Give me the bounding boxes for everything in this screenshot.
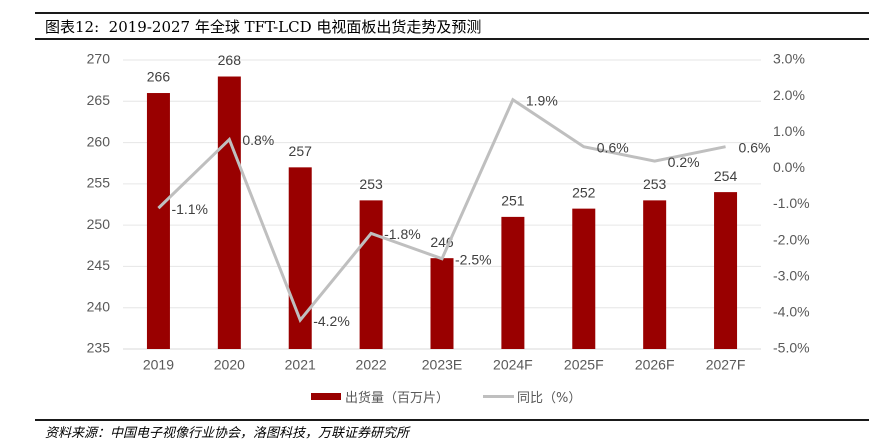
bar-data-label: 266 xyxy=(147,69,171,85)
y-right-tick-label: -4.0% xyxy=(773,304,810,320)
y-right-tick-label: 0.0% xyxy=(773,159,805,175)
bar xyxy=(430,258,454,349)
bar xyxy=(714,192,738,349)
x-tick-label: 2024F xyxy=(493,357,533,373)
legend-item-yoy[interactable]: 同比（%） xyxy=(483,387,581,406)
y-right-tick-label: 1.0% xyxy=(773,123,805,139)
x-tick-label: 2020 xyxy=(214,357,245,373)
y-left-tick-label: 265 xyxy=(87,92,111,108)
source-note: 资料来源：中国电子视像行业协会，洛图科技，万联证券研究所 xyxy=(45,426,410,441)
bar xyxy=(359,200,383,349)
y-right-tick-label: -1.0% xyxy=(773,195,810,211)
y-right-tick-label: -3.0% xyxy=(773,267,810,283)
line-data-label: -1.1% xyxy=(171,201,208,217)
bar xyxy=(572,208,596,349)
bar-series xyxy=(146,76,738,350)
y-left-tick-label: 270 xyxy=(87,51,111,67)
y-left-tick-label: 260 xyxy=(87,133,111,149)
x-tick-label: 2019 xyxy=(143,357,174,373)
bar xyxy=(643,200,667,349)
y-left-tick-label: 240 xyxy=(87,298,111,314)
y-right-tick-label: -5.0% xyxy=(773,340,810,356)
footer-rule xyxy=(35,419,869,421)
line-data-label: 1.9% xyxy=(526,92,558,108)
legend: 出货量（百万片） 同比（%） xyxy=(311,386,581,406)
y-left-tick-label: 250 xyxy=(87,216,111,232)
y-left-tick-label: 255 xyxy=(87,175,111,191)
axes: 235240245250255260265270-5.0%-4.0%-3.0%-… xyxy=(87,51,810,373)
bar xyxy=(146,93,170,350)
y-right-tick-label: 3.0% xyxy=(773,51,805,67)
bar-data-label: 254 xyxy=(714,168,738,184)
legend-label-shipments: 出货量（百万片） xyxy=(345,390,450,406)
bar-data-label: 257 xyxy=(289,143,313,159)
x-tick-label: 2027F xyxy=(706,357,746,373)
bar-data-label: 251 xyxy=(501,193,525,209)
x-tick-label: 2025F xyxy=(564,357,604,373)
x-tick-label: 2026F xyxy=(635,357,675,373)
bar xyxy=(501,216,525,349)
line-data-label: -1.8% xyxy=(384,226,421,242)
title-bottom-rule xyxy=(35,38,869,40)
top-rule xyxy=(35,12,869,14)
legend-line-swatch xyxy=(483,394,515,398)
bar-data-label: 268 xyxy=(218,52,242,68)
x-tick-label: 2021 xyxy=(285,357,316,373)
line-series xyxy=(157,97,726,324)
y-right-tick-label: 2.0% xyxy=(773,87,805,103)
y-right-tick-label: -2.0% xyxy=(773,231,810,247)
x-tick-label: 2023E xyxy=(422,357,462,373)
bar xyxy=(217,76,241,349)
figure-title: 图表12: 2019-2027 年全球 TFT-LCD 电视面板出货走势及预测 xyxy=(45,18,482,36)
line-data-label: 0.8% xyxy=(242,132,274,148)
legend-label-yoy: 同比（%） xyxy=(517,390,582,406)
line-data-labels: -1.1% 0.8% -4.2% -1.8% -2.5% 1.9% 0.6% 0.2% 0.6% xyxy=(171,92,770,328)
legend-bar-swatch xyxy=(311,392,341,400)
x-tick-label: 2022 xyxy=(356,357,387,373)
y-left-tick-label: 235 xyxy=(87,340,111,356)
line-data-label: 0.2% xyxy=(668,154,700,170)
line-data-label: 0.6% xyxy=(597,139,629,155)
bar-data-label: 253 xyxy=(359,176,383,192)
line-data-label: -2.5% xyxy=(455,251,492,267)
y-left-tick-label: 245 xyxy=(87,257,111,273)
line-data-label: -4.2% xyxy=(313,313,350,329)
line-data-label: 0.6% xyxy=(739,139,771,155)
legend-item-shipments[interactable]: 出货量（百万片） xyxy=(311,387,449,406)
bar-data-label: 253 xyxy=(643,176,667,192)
bar-data-label: 252 xyxy=(572,184,596,200)
